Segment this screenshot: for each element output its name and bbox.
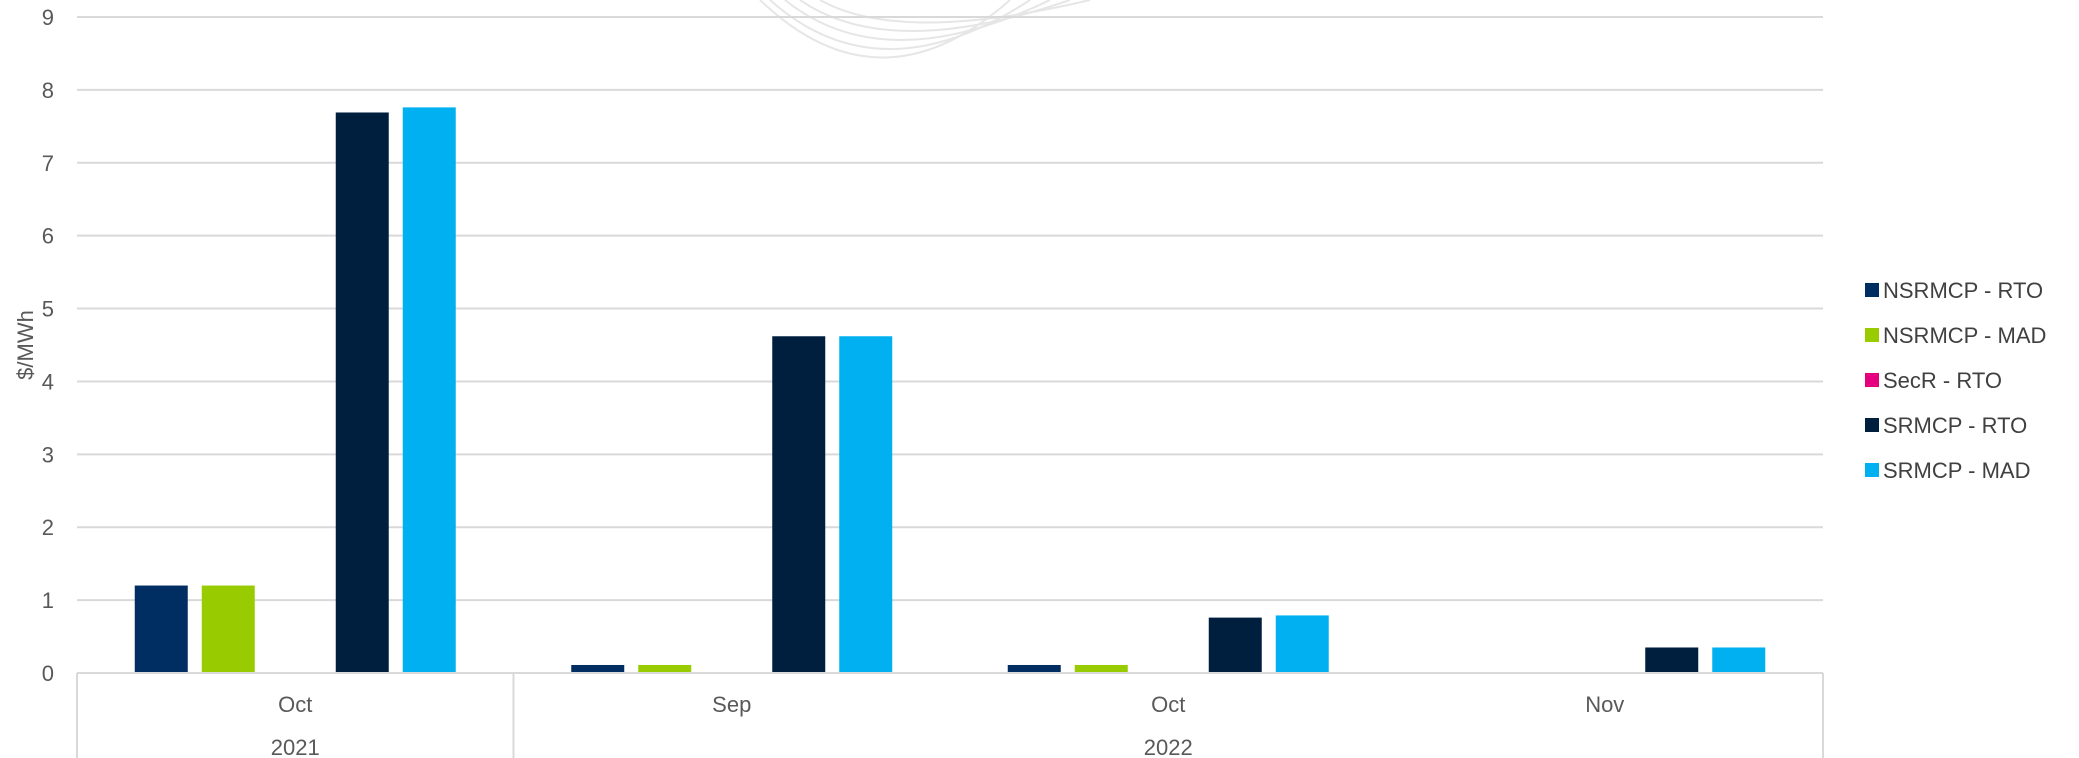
y-axis-ticks: 0 1 2 3 4 5 6 7 8 9: [42, 5, 54, 686]
legend-label: SecR - RTO: [1883, 368, 2002, 393]
legend-swatch: [1865, 463, 1879, 477]
legend: NSRMCP - RTO NSRMCP - MAD SecR - RTO SRMCP …: [1865, 278, 2046, 483]
x-tick-label: Nov: [1585, 692, 1624, 717]
legend-swatch: [1865, 328, 1879, 342]
y-tick-label: 8: [42, 78, 54, 103]
legend-label: SRMCP - MAD: [1883, 458, 2031, 483]
bar: [402, 107, 456, 674]
y-tick-label: 5: [42, 297, 54, 322]
x-tick-label: Oct: [1151, 692, 1185, 717]
y-tick-label: 9: [42, 5, 54, 30]
legend-swatch: [1865, 418, 1879, 432]
y-tick-label: 2: [42, 515, 54, 540]
x-group-label: 2021: [271, 735, 320, 758]
bar: [1275, 615, 1329, 673]
bars: [134, 107, 1766, 674]
y-tick-label: 0: [42, 661, 54, 686]
bar: [1712, 647, 1766, 673]
x-tick-label: Oct: [278, 692, 312, 717]
watermark-graphic: [759, 0, 1091, 59]
bar: [335, 112, 389, 674]
y-tick-label: 1: [42, 588, 54, 613]
bar: [1208, 617, 1262, 673]
bar: [201, 585, 255, 673]
y-tick-label: 7: [42, 151, 54, 176]
legend-label: SRMCP - RTO: [1883, 413, 2027, 438]
bar: [571, 664, 625, 673]
bar: [1645, 647, 1699, 673]
x-group-label: 2022: [1144, 735, 1193, 758]
bar: [839, 336, 893, 673]
y-axis-title: $/MWh: [13, 310, 38, 380]
x-axis: Oct Sep Oct Nov 2021 2022: [76, 672, 1824, 758]
bar: [1007, 664, 1061, 673]
bar: [1074, 664, 1128, 673]
bar: [638, 664, 692, 673]
legend-swatch: [1865, 373, 1879, 387]
legend-label: NSRMCP - RTO: [1883, 278, 2043, 303]
y-tick-label: 4: [42, 369, 54, 394]
legend-label: NSRMCP - MAD: [1883, 323, 2046, 348]
x-tick-label: Sep: [712, 692, 751, 717]
y-tick-label: 3: [42, 442, 54, 467]
bar: [772, 336, 826, 673]
legend-swatch: [1865, 283, 1879, 297]
bar: [134, 585, 188, 673]
y-tick-label: 6: [42, 224, 54, 249]
